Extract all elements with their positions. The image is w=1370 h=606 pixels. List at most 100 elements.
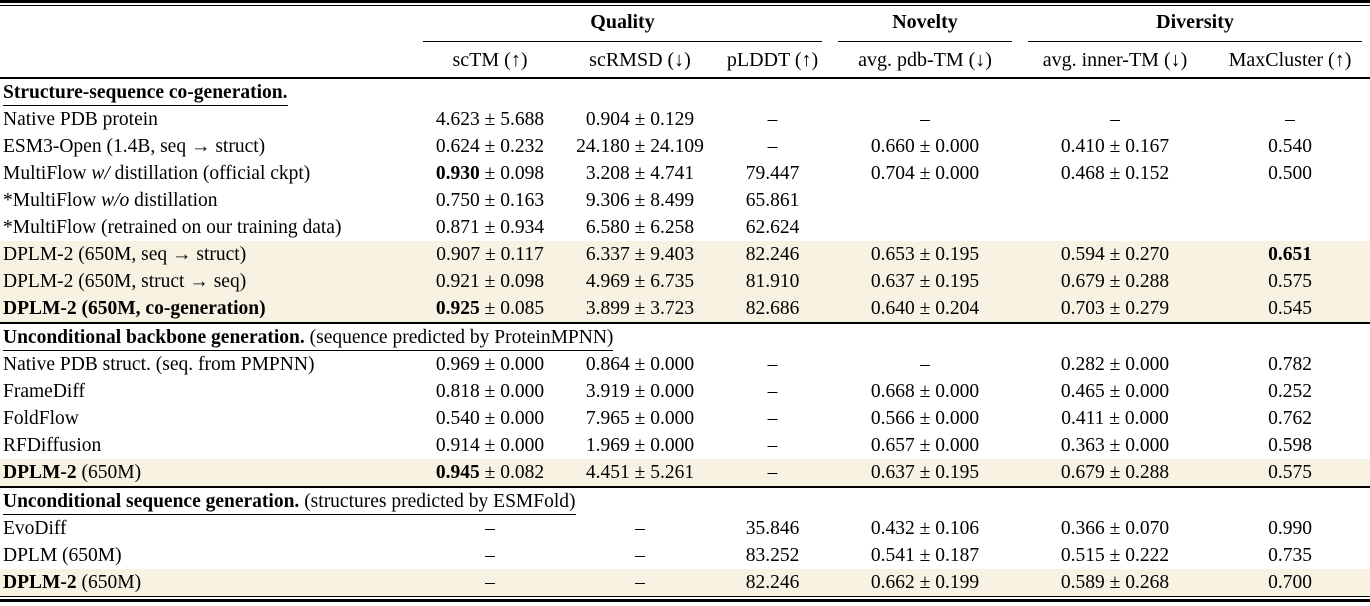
cell-value: 6.337 (585, 244, 630, 265)
cell-pdbtm (830, 187, 1020, 214)
cell-innertm: – (1020, 106, 1210, 133)
text-segment: ESM3-Open (1.4B, seq → struct) (3, 136, 266, 157)
cell-stddev: ± 0.270 (1104, 244, 1170, 265)
cell-sctm: 0.818 ± 0.000 (415, 378, 565, 405)
cell-pdbtm: 0.637 ± 0.195 (830, 268, 1020, 295)
cell-innertm: 0.363 ± 0.000 (1020, 432, 1210, 459)
cell-value: 0.566 (870, 408, 915, 429)
cell-maxcluster: 0.735 (1210, 542, 1370, 569)
table-row: FoldFlow 0.540 ± 0.000 7.965 ± 0.000–0.566… (0, 405, 1370, 432)
cell-value: 0.907 (436, 244, 481, 265)
cell-maxcluster: 0.651 (1210, 241, 1370, 268)
row-label: RFDiffusion (0, 432, 415, 459)
column-header-row: scTM (↑) scRMSD (↓) pLDDT (↑) avg. pdb-T… (0, 43, 1370, 79)
cell-maxcluster: 0.598 (1210, 432, 1370, 459)
text-segment: *MultiFlow (3, 190, 102, 211)
cell-plddt: – (715, 378, 830, 405)
cell-innertm: 0.282 ± 0.000 (1020, 351, 1210, 378)
row-label: FoldFlow (0, 405, 415, 432)
cell-scrmsd: 0.904 ± 0.129 (565, 106, 715, 133)
table-row: DPLM (650M) – –83.252 0.541 ± 0.187 0.515 ± … (0, 542, 1370, 569)
cell-value: 0.668 (870, 381, 915, 402)
cell-stddev: ± 0.152 (1104, 163, 1170, 184)
table-row: DPLM-2 (650M) – –82.246 0.662 ± 0.199 0.589 … (0, 569, 1370, 596)
table-row: *MultiFlow w/o distillation 0.750 ± 0.163… (0, 187, 1370, 214)
cell-stddev: ± 0.000 (629, 435, 695, 456)
row-label: DPLM-2 (650M, co-generation) (0, 295, 415, 323)
cell-value: 3.919 (585, 381, 630, 402)
cell-scrmsd: 6.580 ± 6.258 (565, 214, 715, 241)
text-segment: w/ (91, 163, 110, 184)
cell-value: 0.363 (1060, 435, 1105, 456)
column-header-sctm: scTM (↑) (415, 43, 565, 79)
table-row: *MultiFlow (retrained on our training da… (0, 214, 1370, 241)
cell-innertm (1020, 214, 1210, 241)
text-segment: RFDiffusion (3, 435, 102, 456)
cell-pdbtm: 0.662 ± 0.199 (830, 569, 1020, 596)
cell-value: 0.679 (1060, 462, 1105, 483)
cell-value: 0.904 (585, 109, 630, 130)
cell-stddev: ± 0.163 (479, 190, 545, 211)
group-header-quality: Quality (415, 6, 830, 43)
cell-plddt: 79.447 (715, 160, 830, 187)
cell-maxcluster: – (1210, 106, 1370, 133)
cell-value: 0.515 (1060, 545, 1105, 566)
cell-scrmsd: 6.337 ± 9.403 (565, 241, 715, 268)
text-segment: DPLM-2 (3, 572, 77, 593)
cell-innertm: 0.679 ± 0.288 (1020, 459, 1210, 487)
table-row: MultiFlow w/ distillation (official ckpt… (0, 160, 1370, 187)
cell-value: – (920, 109, 930, 130)
cell-stddev: ± 0.204 (914, 298, 980, 319)
cell-stddev: ± 0.106 (914, 518, 980, 539)
cell-value: 0.782 (1268, 354, 1312, 375)
cell-value: 0.637 (870, 271, 915, 292)
text-segment: w/o (101, 190, 130, 211)
section-title: Unconditional backbone generation. (sequ… (3, 325, 614, 351)
cell-value: 4.969 (585, 271, 630, 292)
cell-value: 82.686 (745, 298, 800, 319)
cell-scrmsd: 3.208 ± 4.741 (565, 160, 715, 187)
cell-value: 0.651 (1268, 244, 1312, 265)
cell-value: 0.735 (1268, 545, 1312, 566)
row-label: Native PDB protein (0, 106, 415, 133)
text-segment: (650M) (76, 572, 142, 593)
cell-value: 0.653 (870, 244, 915, 265)
cell-plddt: 82.686 (715, 295, 830, 323)
section-header-row: Unconditional backbone generation. (sequ… (0, 322, 1370, 351)
cell-plddt: – (715, 133, 830, 160)
cell-sctm: 0.921 ± 0.098 (415, 268, 565, 295)
cell-stddev: ± 4.741 (629, 163, 695, 184)
cell-value: – (635, 545, 645, 566)
cell-innertm: 0.468 ± 0.152 (1020, 160, 1210, 187)
top-rule-thin (0, 5, 1370, 6)
cell-maxcluster: 0.782 (1210, 351, 1370, 378)
cell-stddev: ± 0.098 (479, 163, 545, 184)
cell-plddt: 81.910 (715, 268, 830, 295)
cell-scrmsd: – (565, 569, 715, 596)
section-title: Structure-sequence co-generation. (3, 80, 288, 106)
cell-value: 0.541 (870, 545, 915, 566)
cell-value: – (767, 354, 778, 375)
cell-value: 83.252 (745, 545, 800, 566)
cell-stddev: ± 0.187 (914, 545, 980, 566)
cell-value: 3.208 (585, 163, 630, 184)
cell-maxcluster: 0.700 (1210, 569, 1370, 596)
row-label: Native PDB struct. (seq. from PMPNN) (0, 351, 415, 378)
cell-value: – (635, 518, 645, 539)
cell-stddev: ± 0.000 (1104, 354, 1170, 375)
cell-stddev: ± 0.082 (479, 462, 545, 483)
text-segment: MultiFlow (3, 163, 92, 184)
cell-pdbtm: 0.566 ± 0.000 (830, 405, 1020, 432)
table-row: RFDiffusion 0.914 ± 0.000 1.969 ± 0.000–0.… (0, 432, 1370, 459)
group-header-novelty: Novelty (830, 6, 1020, 43)
cell-stddev: ± 6.258 (629, 217, 695, 238)
column-header-innertm: avg. inner-TM (↓) (1020, 43, 1210, 79)
cell-stddev: ± 24.109 (629, 136, 704, 157)
cell-value: 0.945 (435, 462, 480, 483)
text-segment: FoldFlow (3, 408, 79, 429)
cell-pdbtm: 0.640 ± 0.204 (830, 295, 1020, 323)
text-segment: DPLM-2 (3, 462, 77, 483)
column-header-scrmsd: scRMSD (↓) (565, 43, 715, 79)
cell-stddev: ± 0.000 (914, 163, 980, 184)
cell-plddt: – (715, 405, 830, 432)
